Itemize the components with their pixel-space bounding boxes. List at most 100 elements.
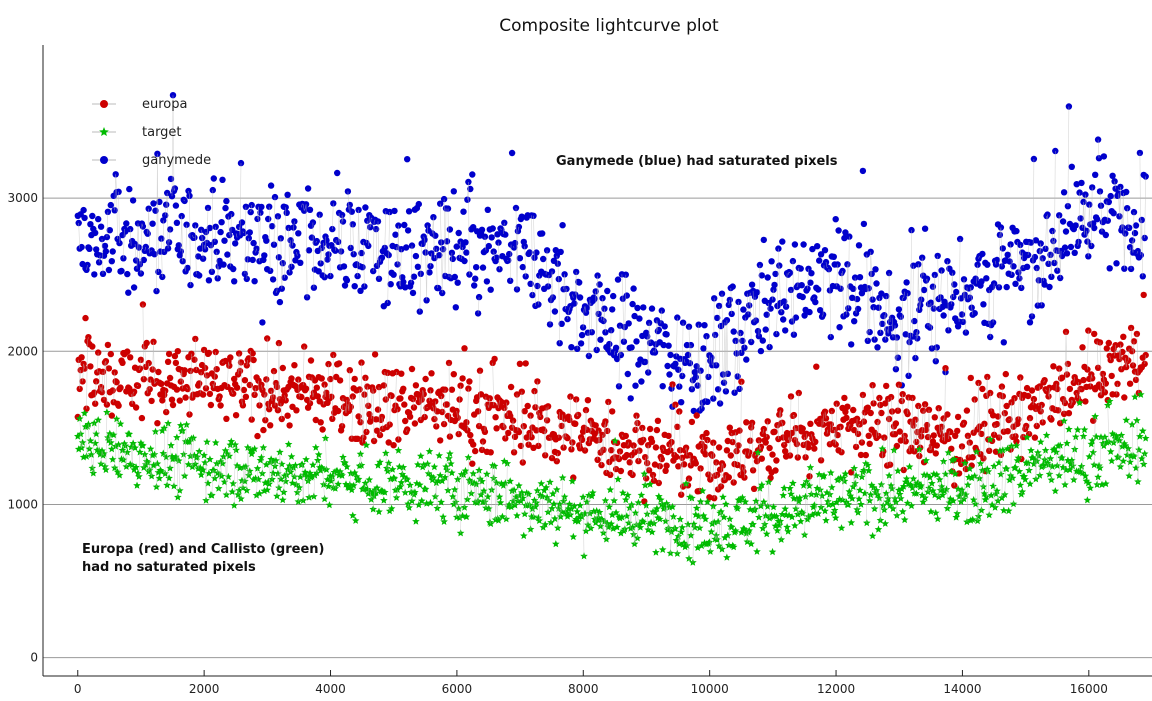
- point-europa: [674, 423, 681, 430]
- point-europa: [897, 437, 904, 444]
- point-europa: [812, 438, 819, 445]
- point-target: [1097, 433, 1105, 441]
- point-target: [1056, 441, 1064, 449]
- point-target: [1081, 472, 1090, 480]
- point-target: [484, 492, 492, 501]
- point-europa: [108, 412, 116, 419]
- point-target: [784, 527, 792, 535]
- point-europa: [516, 360, 524, 367]
- point-europa: [164, 358, 172, 365]
- point-europa: [887, 393, 895, 401]
- point-europa: [662, 467, 669, 474]
- point-ganymede: [855, 242, 863, 249]
- point-target: [349, 481, 358, 489]
- point-ganymede: [692, 373, 699, 381]
- point-ganymede: [787, 286, 795, 294]
- point-europa: [1126, 380, 1134, 387]
- point-ganymede: [412, 252, 420, 260]
- connector-ganymede: [78, 95, 1146, 411]
- point-target: [984, 467, 993, 475]
- point-ganymede: [578, 331, 586, 339]
- point-target: [737, 528, 746, 536]
- point-target: [773, 526, 782, 534]
- point-europa: [1023, 384, 1031, 392]
- point-target: [667, 528, 676, 536]
- point-ganymede: [979, 250, 986, 258]
- point-ganymede: [733, 350, 740, 357]
- point-target: [132, 463, 140, 471]
- point-europa: [312, 416, 319, 424]
- point-target: [1137, 390, 1145, 398]
- point-ganymede: [859, 167, 867, 175]
- point-target: [776, 517, 785, 525]
- point-ganymede: [851, 274, 859, 281]
- point-europa: [174, 348, 181, 355]
- point-target: [328, 472, 337, 480]
- point-target: [645, 520, 653, 528]
- point-target: [551, 514, 559, 522]
- point-europa: [398, 370, 405, 377]
- point-europa: [1133, 330, 1141, 338]
- point-target: [1132, 464, 1140, 472]
- point-europa: [1096, 339, 1104, 346]
- point-target: [178, 426, 187, 434]
- point-europa: [487, 449, 494, 456]
- point-target: [1094, 473, 1102, 481]
- point-target: [432, 478, 441, 487]
- point-ganymede: [830, 253, 837, 260]
- point-europa: [358, 359, 365, 366]
- point-target: [926, 473, 934, 481]
- point-target: [404, 499, 412, 508]
- point-ganymede: [552, 247, 559, 254]
- point-ganymede: [789, 257, 797, 265]
- point-europa: [274, 407, 282, 414]
- point-ganymede: [1106, 265, 1113, 272]
- point-ganymede: [625, 320, 632, 327]
- point-ganymede: [452, 304, 459, 311]
- point-ganymede: [488, 234, 495, 241]
- point-target: [775, 521, 784, 529]
- point-target: [382, 449, 390, 457]
- point-target: [1112, 432, 1121, 440]
- point-europa: [723, 447, 731, 454]
- point-europa: [285, 383, 292, 390]
- x-tick-label-4000: 4000: [315, 682, 346, 696]
- point-target: [1124, 444, 1132, 452]
- point-target: [933, 515, 942, 523]
- point-ganymede: [1123, 188, 1130, 196]
- point-europa: [428, 370, 435, 377]
- point-target: [1138, 454, 1146, 462]
- point-ganymede: [920, 286, 928, 294]
- point-europa: [725, 474, 732, 481]
- point-target: [295, 483, 304, 491]
- point-target: [806, 463, 815, 471]
- point-target: [197, 470, 205, 479]
- point-target: [278, 460, 286, 468]
- point-target: [284, 440, 293, 448]
- point-target: [925, 484, 933, 492]
- point-target: [567, 505, 576, 513]
- point-ganymede: [122, 228, 129, 235]
- point-ganymede: [701, 322, 708, 329]
- point-ganymede: [218, 219, 225, 226]
- point-target: [302, 455, 310, 463]
- point-ganymede: [874, 344, 881, 351]
- point-ganymede: [812, 298, 819, 306]
- point-target: [1139, 427, 1147, 435]
- point-europa: [881, 434, 888, 441]
- point-ganymede: [283, 209, 290, 216]
- point-target: [908, 483, 917, 492]
- point-europa: [97, 383, 105, 391]
- point-ganymede: [1046, 283, 1053, 291]
- point-ganymede: [205, 277, 213, 284]
- point-europa: [378, 413, 386, 421]
- point-europa: [1064, 360, 1072, 368]
- point-ganymede: [714, 314, 721, 322]
- point-ganymede: [757, 347, 765, 355]
- point-ganymede: [221, 237, 228, 244]
- point-europa: [931, 414, 938, 421]
- point-target: [868, 532, 877, 540]
- point-target: [832, 498, 841, 506]
- point-ganymede: [902, 331, 909, 338]
- point-europa: [351, 375, 358, 383]
